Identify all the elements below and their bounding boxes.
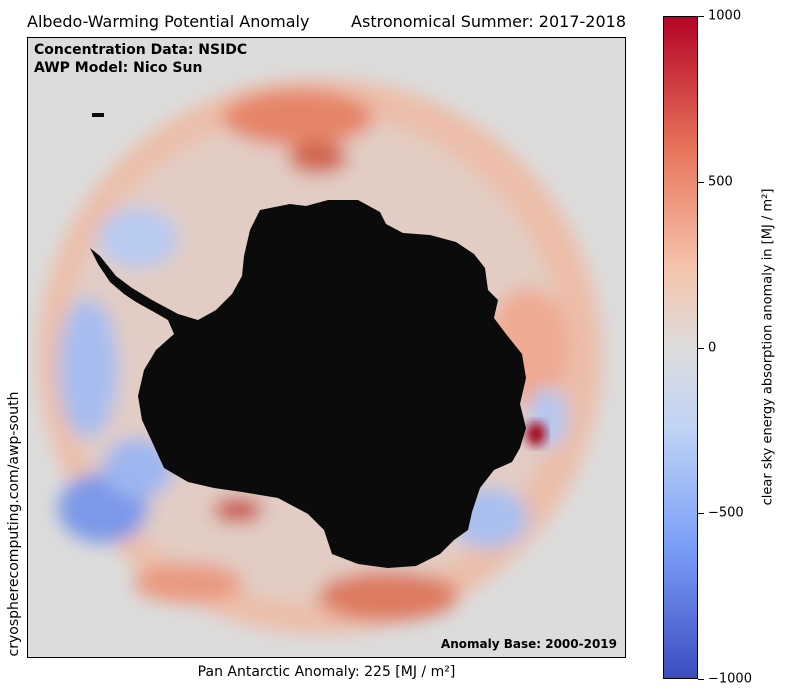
antarctica-land xyxy=(90,113,526,568)
colorbar-tick-label: 1000 xyxy=(708,8,742,24)
source-website-label: cryospherecomputing.com/awp-south xyxy=(6,391,22,657)
anomaly-base-label: Anomaly Base: 2000-2019 xyxy=(440,637,617,651)
anomaly-map: Concentration Data: NSIDC AWP Model: Nic… xyxy=(27,37,626,658)
colorbar-tick-label: −1000 xyxy=(708,671,752,687)
colorbar-tick-label: −500 xyxy=(708,505,744,521)
colorbar-label: clear sky energy absorption anomaly in [… xyxy=(760,188,776,506)
pan-antarctic-anomaly-label: Pan Antarctic Anomaly: 225 [MJ / m²] xyxy=(197,664,456,680)
colorbar-tick-mark xyxy=(698,513,704,515)
concentration-source-label: Concentration Data: NSIDC xyxy=(34,42,248,58)
awp-model-label: AWP Model: Nico Sun xyxy=(34,60,203,76)
colorbar-tick-label: 0 xyxy=(708,340,717,355)
anomaly-map-svg xyxy=(28,38,625,657)
colorbar-tick-mark xyxy=(698,679,704,680)
chart-title-left: Albedo-Warming Potential Anomaly xyxy=(27,12,310,31)
chart-title-right: Astronomical Summer: 2017-2018 xyxy=(351,12,626,31)
colorbar-tick-mark xyxy=(698,181,704,183)
colorbar-tick-mark xyxy=(698,16,704,17)
colorbar-tick-mark xyxy=(698,347,704,349)
colorbar-tick-label: 500 xyxy=(708,174,733,190)
colorbar xyxy=(663,16,698,679)
